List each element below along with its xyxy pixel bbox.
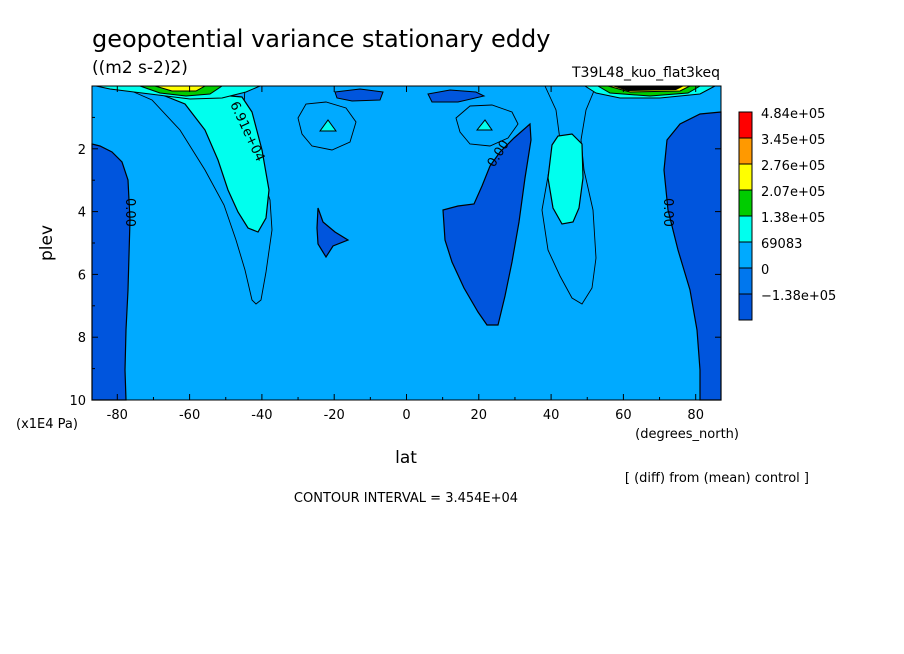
negative-region-spike bbox=[316, 207, 350, 259]
x-axis: -80 -60 -40 -20 0 20 40 60 80 bbox=[107, 86, 704, 423]
y-tick-label: 2 bbox=[78, 143, 86, 158]
chart-title: geopotential variance stationary eddy bbox=[92, 25, 550, 53]
x-tick-label: 60 bbox=[615, 408, 632, 423]
contour-line-mid-left bbox=[297, 101, 357, 151]
color-legend: 4.84e+05 3.45e+05 2.76e+05 2.07e+05 1.38e+05… bbox=[738, 107, 836, 321]
plot-area bbox=[91, 85, 722, 401]
x-axis-label: lat bbox=[395, 448, 417, 468]
legend-swatch bbox=[738, 163, 753, 191]
positive-region-right bbox=[547, 133, 584, 225]
y-tick-label: 8 bbox=[78, 331, 86, 346]
negative-blob-top-2 bbox=[427, 89, 486, 103]
contour-label-left-zero: 0.00 bbox=[122, 198, 137, 227]
x-tick-label: 0 bbox=[402, 408, 410, 423]
positive-triangle-left bbox=[319, 119, 337, 132]
legend-swatch bbox=[738, 241, 753, 269]
chart-units: ((m2 s-2)2) bbox=[92, 58, 188, 78]
positive-triangle-right bbox=[475, 119, 493, 131]
negative-region-left bbox=[91, 143, 131, 401]
legend-label: 2.76e+05 bbox=[761, 159, 825, 174]
x-tick-label: -80 bbox=[107, 408, 128, 423]
negative-region-tongue bbox=[442, 122, 532, 326]
y-tick-label: 10 bbox=[69, 394, 86, 409]
x-tick-label: -20 bbox=[324, 408, 345, 423]
legend-label: 1.38e+05 bbox=[761, 211, 825, 226]
y-tick-label: 4 bbox=[78, 206, 86, 221]
legend-swatch bbox=[738, 215, 753, 243]
comparison-note: [ (diff) from (mean) control ] bbox=[625, 471, 809, 486]
contour-label-right-zero: 0.00 bbox=[660, 198, 675, 227]
x-tick-label: -60 bbox=[179, 408, 200, 423]
y-axis: 2 4 6 8 10 bbox=[69, 116, 721, 409]
y-axis-label: plev bbox=[37, 225, 57, 261]
x-tick-label: 80 bbox=[687, 408, 704, 423]
legend-swatch bbox=[738, 189, 753, 217]
legend-label: 4.84e+05 bbox=[761, 107, 825, 122]
contour-interval: CONTOUR INTERVAL = 3.454E+04 bbox=[294, 491, 518, 506]
legend-swatch bbox=[738, 267, 753, 295]
run-name: T39L48_kuo_flat3keq bbox=[571, 65, 720, 81]
x-tick-label: 40 bbox=[543, 408, 560, 423]
x-tick-label: -40 bbox=[251, 408, 272, 423]
legend-swatch bbox=[738, 137, 753, 165]
negative-blob-top-1 bbox=[334, 88, 384, 102]
contour-line-mid-right bbox=[455, 104, 519, 147]
y-axis-units: (x1E4 Pa) bbox=[16, 417, 78, 432]
legend-label: 2.07e+05 bbox=[761, 185, 825, 200]
x-axis-units: (degrees_north) bbox=[635, 427, 739, 442]
x-tick-label: 20 bbox=[471, 408, 488, 423]
legend-label: 69083 bbox=[761, 237, 802, 252]
plot-background bbox=[92, 86, 721, 400]
y-tick-label: 6 bbox=[78, 268, 86, 283]
legend-swatch bbox=[738, 293, 753, 321]
legend-label: 3.45e+05 bbox=[761, 133, 825, 148]
legend-label: 0 bbox=[761, 263, 769, 278]
legend-label: −1.38e+05 bbox=[761, 289, 836, 304]
legend-swatch bbox=[738, 111, 753, 139]
peak-region-right bbox=[612, 86, 684, 91]
